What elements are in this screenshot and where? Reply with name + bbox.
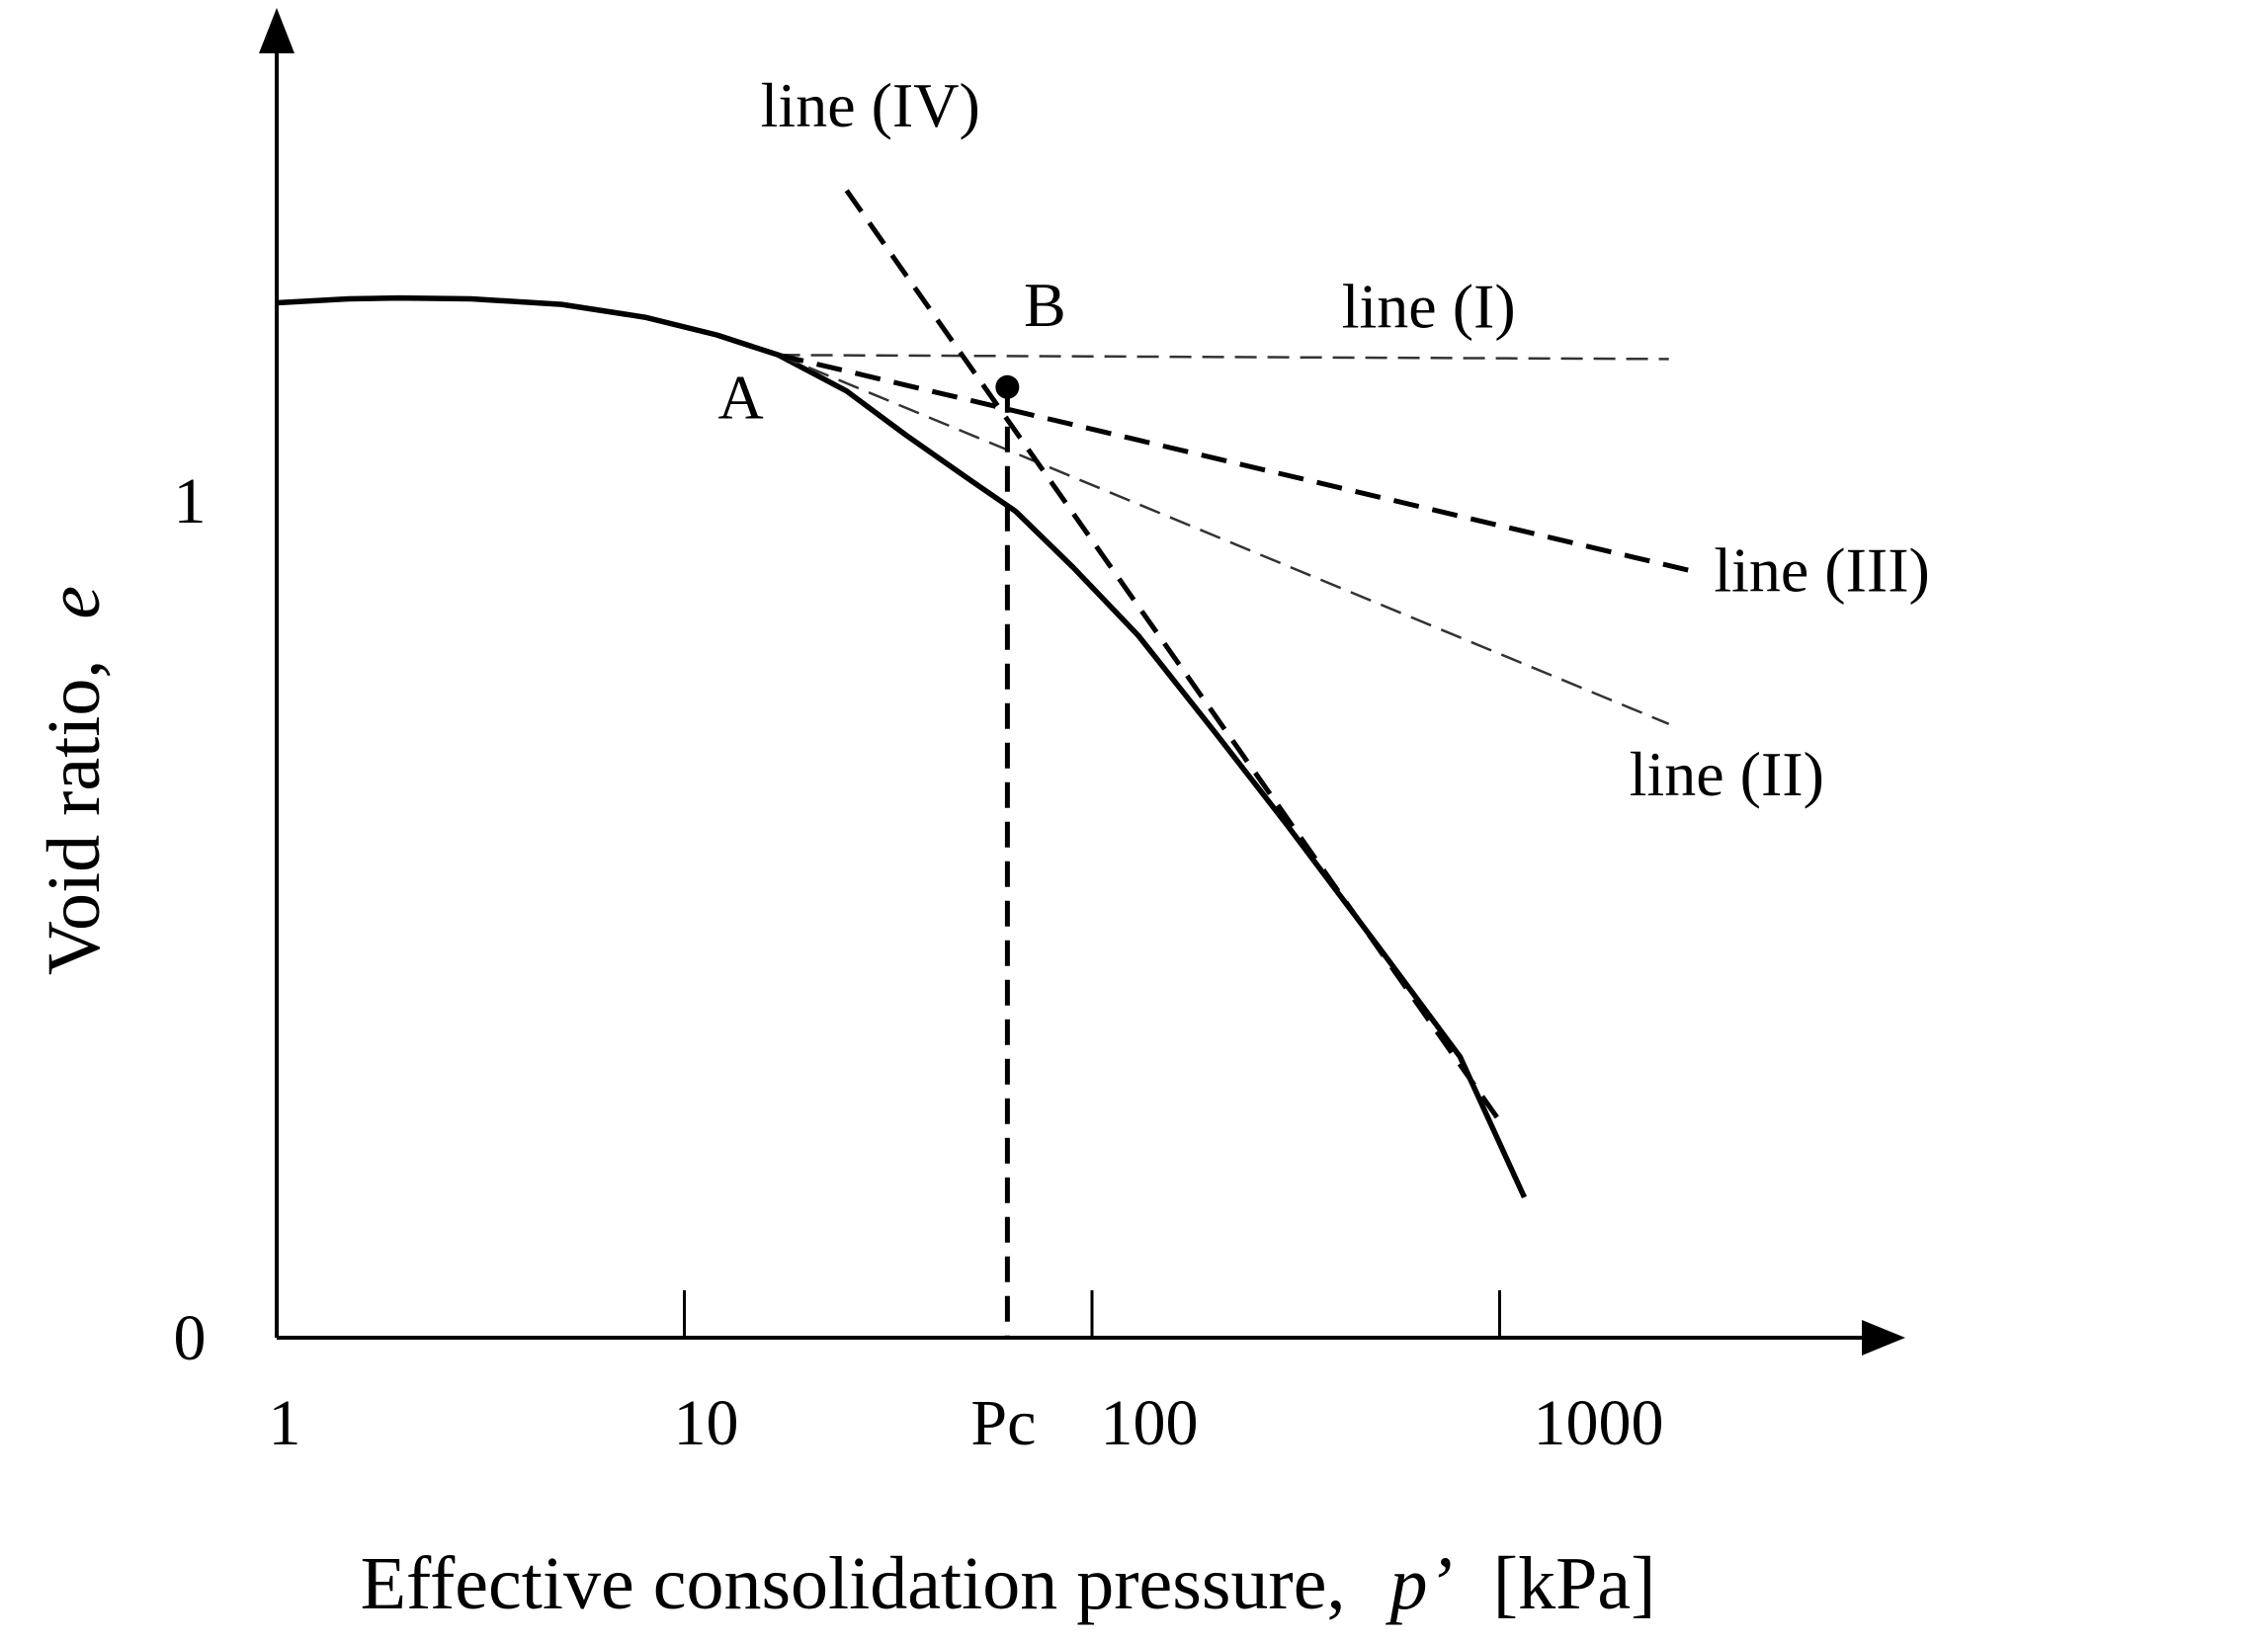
x-tick-label-10: 10 (674, 1387, 739, 1459)
y-axis-label-var: e (33, 586, 116, 619)
y-tick-label-0: 0 (174, 1302, 207, 1374)
x-axis-label-var: p’ (1385, 1542, 1452, 1625)
series-line-i (778, 354, 1669, 361)
series-group (276, 189, 1695, 1338)
annotation-a: A (717, 362, 763, 432)
x-axis-arrow (1862, 1320, 1905, 1355)
x-tick-label-1000: 1000 (1534, 1387, 1664, 1459)
y-axis-label: Void ratio, e (33, 586, 116, 975)
x-axis-label-unit: [kPa] (1493, 1542, 1656, 1625)
x-tick-label-1: 1 (269, 1387, 301, 1459)
annotation-line-iv: line (IV) (761, 70, 980, 140)
point-b-marker (995, 374, 1020, 399)
x-tick-label-100: 100 (1101, 1387, 1199, 1459)
annotation-line-i: line (I) (1342, 271, 1516, 341)
annotation-line-ii: line (II) (1630, 739, 1824, 809)
y-tick-label-1: 1 (174, 465, 207, 537)
pc-label: Pc (970, 1387, 1036, 1459)
point-markers (995, 374, 1020, 399)
series-compression-curve (276, 294, 1528, 1199)
x-axis-label-main: Effective consolidation pressure, (361, 1542, 1346, 1625)
series-line-ii (778, 354, 1670, 725)
annotation-b: B (1024, 270, 1066, 340)
axes (259, 8, 1905, 1355)
series-line-iv (844, 189, 1502, 1123)
annotation-line-iii: line (III) (1714, 535, 1930, 606)
y-axis-arrow (259, 8, 294, 53)
series-line-iii (778, 352, 1695, 574)
x-axis-label: Effective consolidation pressure, p’ [kP… (361, 1542, 1656, 1625)
y-axis-label-main: Void ratio, (33, 660, 116, 975)
x-ticks (683, 1290, 1501, 1338)
